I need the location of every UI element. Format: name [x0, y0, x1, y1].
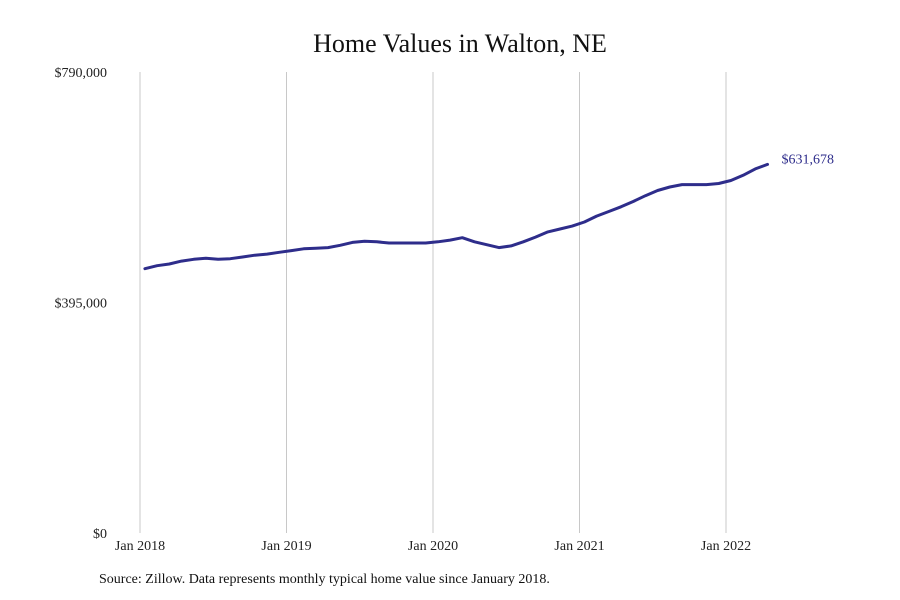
y-tick-label: $0 — [93, 527, 107, 542]
x-axis-ticks: Jan 2018 Jan 2019 Jan 2020 Jan 2021 Jan 2022 — [115, 539, 751, 554]
x-tick-label: Jan 2021 — [554, 539, 604, 554]
x-tick-label: Jan 2018 — [115, 539, 165, 554]
last-value-label: $631,678 — [782, 152, 835, 167]
x-tick-label: Jan 2020 — [408, 539, 458, 554]
y-axis-ticks: $790,000 $395,000 $0 — [55, 66, 108, 542]
x-tick-label: Jan 2019 — [261, 539, 311, 554]
grid-lines — [139, 72, 727, 533]
chart-title: Home Values in Walton, NE — [313, 29, 607, 58]
y-tick-label: $395,000 — [55, 297, 108, 312]
y-tick-label: $790,000 — [55, 66, 108, 81]
home-value-series-line — [143, 162, 769, 271]
source-note: Source: Zillow. Data represents monthly … — [99, 572, 550, 587]
x-tick-label: Jan 2022 — [701, 539, 751, 554]
